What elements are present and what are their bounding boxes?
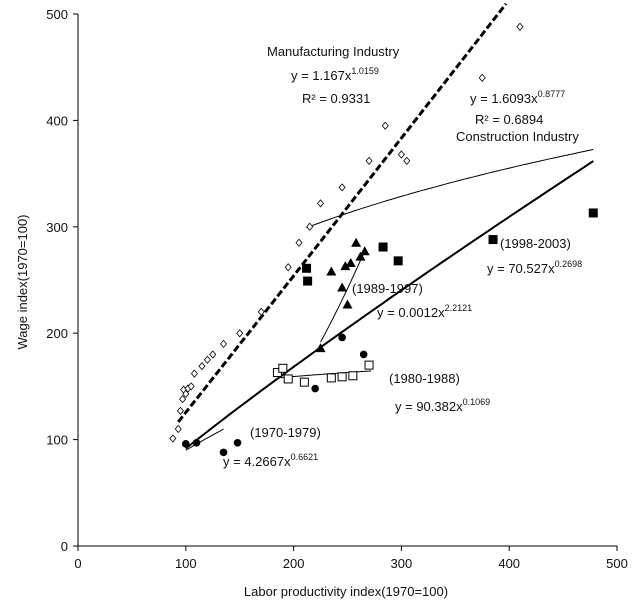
data-point-filled-square <box>588 208 598 218</box>
x-tick-label: 500 <box>606 556 628 571</box>
fit-line-0 <box>177 2 508 423</box>
y-tick-label: 100 <box>46 433 68 448</box>
data-point-open-square <box>283 374 293 384</box>
data-point-filled-circle <box>219 448 228 457</box>
data-point-filled-triangle <box>340 261 351 271</box>
data-point-open-square <box>337 372 347 382</box>
data-point-open-diamond <box>257 307 265 317</box>
data-point-open-diamond <box>317 199 325 208</box>
data-point-open-square <box>326 373 336 383</box>
annotation-manufacturing-r2: R² = 0.9331 <box>302 91 370 106</box>
annotation-1989-1997-name: (1989-1997) <box>352 281 423 296</box>
x-tick-label: 100 <box>175 556 197 571</box>
annotation-construction: y = 1.6093x0.8777 R² = 0.6894 Constructi… <box>456 89 579 144</box>
data-point-open-diamond <box>176 406 184 415</box>
data-point-open-diamond <box>338 183 346 192</box>
data-point-open-square <box>348 371 358 381</box>
data-point-open-diamond <box>403 156 411 165</box>
x-tick-label: 200 <box>283 556 305 571</box>
data-point-open-diamond <box>190 369 198 378</box>
data-point-filled-triangle <box>326 266 337 276</box>
annotation-manufacturing-equation: y = 1.167x1.0159 <box>291 66 379 83</box>
y-tick-label: 200 <box>46 326 68 341</box>
data-point-filled-triangle <box>337 282 348 292</box>
data-point-open-square <box>299 377 309 387</box>
annotation-1998-2003-equation: y = 70.527x0.2698 <box>487 259 582 276</box>
data-point-open-diamond <box>220 339 228 348</box>
data-point-open-diamond <box>381 121 389 130</box>
x-tick-label: 400 <box>498 556 520 571</box>
y-tick-label: 500 <box>46 7 68 22</box>
data-point-open-diamond <box>198 362 206 371</box>
fit-line-4 <box>320 250 366 343</box>
data-point-filled-square <box>488 235 498 245</box>
data-point-filled-circle <box>338 333 346 342</box>
fit-lines <box>177 2 594 451</box>
data-point-open-diamond <box>306 222 314 231</box>
ticks: 0 100 200 300 400 500 0 100 200 300 400 500 <box>46 7 628 571</box>
annotation-1980-1988-equation: y = 90.382x0.1069 <box>395 397 490 414</box>
data-point-filled-square <box>302 263 312 273</box>
y-tick-label: 300 <box>46 220 68 235</box>
data-point-open-diamond <box>203 355 211 364</box>
data-point-filled-circle <box>182 440 190 448</box>
annotation-1998-2003-name: (1998-2003) <box>500 236 571 251</box>
annotation-manufacturing: Manufacturing Industry y = 1.167x1.0159 … <box>267 44 400 106</box>
data-point-open-diamond <box>169 434 177 443</box>
annotation-1970-1979: (1970-1979) y = 4.2667x0.6621 <box>223 425 321 469</box>
data-point-open-diamond <box>179 395 187 404</box>
data-point-filled-triangle <box>342 299 353 309</box>
y-axis-label: Wage index(1970=100) <box>15 214 30 349</box>
fit-line-3 <box>280 370 372 379</box>
data-point-open-diamond <box>174 424 182 434</box>
data-points <box>169 22 598 457</box>
data-point-filled-triangle <box>345 257 356 267</box>
annotation-1980-1988: (1980-1988) y = 90.382x0.1069 <box>389 371 490 414</box>
annotation-manufacturing-name: Manufacturing Industry <box>267 44 400 59</box>
data-point-open-diamond <box>209 350 217 359</box>
annotation-1980-1988-name: (1980-1988) <box>389 371 460 386</box>
annotation-construction-name: Construction Industry <box>456 129 579 144</box>
x-axis-label: Labor productivity index(1970=100) <box>244 584 448 599</box>
annotation-1989-1997-equation: y = 0.0012x2.2121 <box>377 303 472 320</box>
y-tick-label: 400 <box>46 113 68 128</box>
annotation-1989-1997: (1989-1997) y = 0.0012x2.2121 <box>352 281 472 320</box>
fit-line-2 <box>185 428 224 451</box>
annotation-1998-2003: (1998-2003) y = 70.527x0.2698 <box>487 236 582 276</box>
data-point-open-square <box>364 360 374 370</box>
data-point-filled-triangle <box>355 251 366 261</box>
data-point-open-diamond <box>295 238 303 247</box>
data-point-filled-square <box>378 242 388 252</box>
y-tick-label: 0 <box>61 539 68 554</box>
data-point-open-diamond <box>187 382 195 391</box>
data-point-filled-triangle <box>351 237 362 247</box>
annotation-construction-r2: R² = 0.6894 <box>475 112 543 127</box>
data-point-filled-circle <box>311 384 319 393</box>
data-point-filled-circle <box>192 438 201 447</box>
data-point-filled-circle <box>233 438 242 447</box>
data-point-open-diamond <box>365 156 373 165</box>
data-point-open-square <box>278 363 288 373</box>
data-point-filled-triangle <box>315 343 326 353</box>
x-tick-label: 0 <box>74 556 81 571</box>
data-point-open-diamond <box>516 22 524 31</box>
data-point-filled-square <box>393 256 403 266</box>
data-point-open-diamond <box>182 389 190 398</box>
data-point-open-diamond <box>236 329 244 338</box>
data-point-filled-square <box>303 276 313 286</box>
annotation-1970-1979-name: (1970-1979) <box>250 425 321 440</box>
x-tick-label: 300 <box>391 556 413 571</box>
data-point-open-diamond <box>284 263 292 272</box>
axes <box>77 14 617 547</box>
annotation-1970-1979-equation: y = 4.2667x0.6621 <box>223 452 318 469</box>
fit-line-1 <box>185 160 594 450</box>
data-point-filled-triangle <box>359 246 370 256</box>
data-point-open-diamond <box>478 73 486 82</box>
fit-line-5 <box>306 149 594 229</box>
data-point-open-diamond <box>397 150 405 159</box>
data-point-filled-circle <box>359 350 368 359</box>
annotation-construction-equation: y = 1.6093x0.8777 <box>470 89 565 106</box>
